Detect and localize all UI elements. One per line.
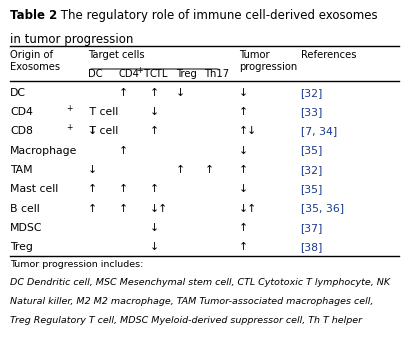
Text: Th17: Th17 [204, 69, 229, 79]
Text: DC: DC [10, 88, 26, 98]
Text: ↑: ↑ [149, 184, 158, 194]
Text: ↑: ↑ [239, 223, 248, 233]
Text: Mast cell: Mast cell [10, 184, 58, 194]
Text: ↓↑: ↓↑ [149, 204, 168, 214]
Text: ↑: ↑ [149, 126, 158, 136]
Text: CD4: CD4 [10, 107, 33, 117]
Text: References: References [301, 50, 356, 60]
Text: B cell: B cell [10, 204, 40, 214]
Text: Target cells: Target cells [88, 50, 144, 60]
Text: ↑: ↑ [119, 88, 128, 98]
Text: [37]: [37] [301, 223, 323, 233]
Text: ↑: ↑ [239, 107, 248, 117]
Text: MDSC: MDSC [10, 223, 43, 233]
Text: CD4: CD4 [119, 69, 139, 79]
Text: Tumor progression includes:: Tumor progression includes: [10, 260, 146, 269]
Text: ↓: ↓ [88, 126, 97, 136]
Text: [32]: [32] [301, 88, 323, 98]
Text: Macrophage: Macrophage [10, 146, 78, 156]
Text: ↓: ↓ [176, 88, 185, 98]
Text: [35]: [35] [301, 146, 323, 156]
Text: Origin of
Exosomes: Origin of Exosomes [10, 50, 61, 72]
Text: Treg: Treg [10, 242, 33, 252]
Text: ↑: ↑ [204, 165, 213, 175]
Text: TAM: TAM [10, 165, 33, 175]
Text: ↑: ↑ [119, 146, 128, 156]
Text: ↑: ↑ [119, 184, 128, 194]
Text: ↓↑: ↓↑ [239, 204, 258, 214]
Text: [35]: [35] [301, 184, 323, 194]
Text: ↓: ↓ [239, 184, 248, 194]
Text: Treg Regulatory T cell, MDSC Myeloid-derived suppressor cell, Th T helper: Treg Regulatory T cell, MDSC Myeloid-der… [10, 316, 362, 325]
Text: ↓: ↓ [239, 88, 248, 98]
Text: ↑: ↑ [88, 184, 97, 194]
Text: ↑: ↑ [176, 165, 185, 175]
Text: [33]: [33] [301, 107, 323, 117]
Text: [35, 36]: [35, 36] [301, 204, 344, 214]
Text: ↑: ↑ [239, 165, 248, 175]
Text: DC: DC [88, 69, 103, 79]
Text: +: + [67, 123, 73, 132]
Text: T cell: T cell [85, 107, 118, 117]
Text: ↑: ↑ [88, 204, 97, 214]
Text: Table 2: Table 2 [10, 9, 58, 22]
Text: [32]: [32] [301, 165, 323, 175]
Text: Natural killer, M2 M2 macrophage, TAM Tumor-associated macrophages cell,: Natural killer, M2 M2 macrophage, TAM Tu… [10, 297, 373, 306]
Text: ↓: ↓ [149, 223, 158, 233]
Text: ↓: ↓ [88, 165, 97, 175]
Text: [7, 34]: [7, 34] [301, 126, 337, 136]
Text: +: + [136, 66, 142, 75]
Text: CTL: CTL [149, 69, 168, 79]
Text: ↑: ↑ [239, 242, 248, 252]
Text: [38]: [38] [301, 242, 323, 252]
Text: CD8: CD8 [10, 126, 33, 136]
Text: ↓: ↓ [149, 107, 158, 117]
Text: in tumor progression: in tumor progression [10, 33, 134, 46]
Text: ↓: ↓ [149, 242, 158, 252]
Text: ↑↓: ↑↓ [239, 126, 258, 136]
Text: ↓: ↓ [239, 146, 248, 156]
Text: DC Dendritic cell, MSC Mesenchymal stem cell, CTL Cytotoxic T lymphocyte, NK: DC Dendritic cell, MSC Mesenchymal stem … [10, 278, 390, 287]
Text: T: T [141, 69, 150, 79]
Text: ↑: ↑ [149, 88, 158, 98]
Text: Treg: Treg [176, 69, 197, 79]
Text: ↑: ↑ [119, 204, 128, 214]
Text: +: + [67, 104, 73, 113]
Text: The regulatory role of immune cell-derived exosomes: The regulatory role of immune cell-deriv… [57, 9, 378, 22]
Text: Tumor
progression: Tumor progression [239, 50, 297, 72]
Text: T cell: T cell [85, 126, 118, 136]
